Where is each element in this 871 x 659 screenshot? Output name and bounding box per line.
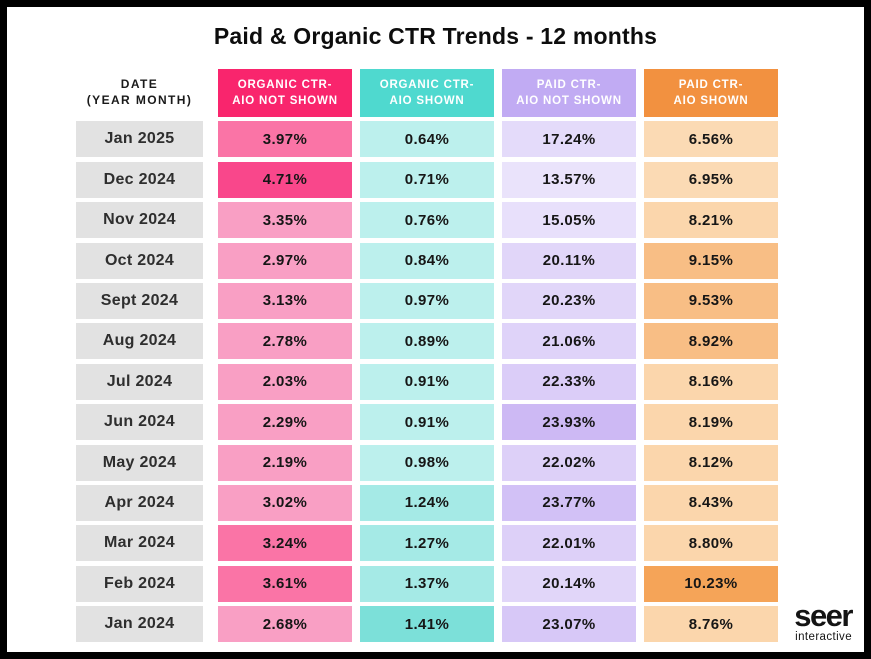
value-cell-organic-ctr-aio-shown: 0.76% [360, 202, 494, 239]
value-cell-paid-ctr-aio-shown: 6.95% [644, 161, 778, 198]
value-cell-organic-ctr-aio-shown: 1.37% [360, 565, 494, 602]
value-cell-organic-ctr-aio-not-shown: 3.35% [218, 202, 352, 239]
date-cell: May 2024 [76, 444, 203, 481]
value-cell-paid-ctr-aio-not-shown: 17.24% [502, 121, 636, 158]
date-cell: Nov 2024 [76, 202, 203, 239]
value-cell-organic-ctr-aio-not-shown: 2.03% [218, 363, 352, 400]
column-header-line2: AIO NOT SHOWN [516, 95, 622, 107]
value-cell-organic-ctr-aio-not-shown: 2.19% [218, 444, 352, 481]
value-cell-paid-ctr-aio-shown: 9.53% [644, 282, 778, 319]
value-cell-paid-ctr-aio-shown: 8.92% [644, 323, 778, 360]
value-cell-paid-ctr-aio-shown: 8.16% [644, 363, 778, 400]
value-cell-paid-ctr-aio-shown: 9.15% [644, 242, 778, 279]
value-cell-paid-ctr-aio-not-shown: 22.02% [502, 444, 636, 481]
date-cell: Feb 2024 [76, 565, 203, 602]
date-cell: Oct 2024 [76, 242, 203, 279]
value-cell-paid-ctr-aio-not-shown: 23.07% [502, 606, 636, 643]
value-cell-paid-ctr-aio-not-shown: 22.33% [502, 363, 636, 400]
value-cell-organic-ctr-aio-not-shown: 2.68% [218, 606, 352, 643]
value-cell-paid-ctr-aio-shown: 8.19% [644, 404, 778, 441]
value-cell-organic-ctr-aio-not-shown: 3.97% [218, 121, 352, 158]
value-cell-paid-ctr-aio-not-shown: 23.77% [502, 484, 636, 521]
column-header-organic-ctr-aio-shown: ORGANIC CTR- AIO SHOWN [360, 69, 494, 117]
column-header-line1: PAID CTR- [536, 78, 602, 91]
value-cell-organic-ctr-aio-not-shown: 3.61% [218, 565, 352, 602]
column-header-line1: ORGANIC CTR- [237, 78, 333, 91]
value-cell-organic-ctr-aio-shown: 0.98% [360, 444, 494, 481]
date-cell: Jun 2024 [76, 404, 203, 441]
value-cell-paid-ctr-aio-not-shown: 22.01% [502, 525, 636, 562]
value-cell-organic-ctr-aio-shown: 1.24% [360, 484, 494, 521]
column-header-line1: ORGANIC CTR- [379, 78, 475, 91]
column-header-line2: AIO SHOWN [389, 95, 465, 107]
column-header-paid-ctr-aio-shown: PAID CTR- AIO SHOWN [644, 69, 778, 117]
value-cell-organic-ctr-aio-shown: 1.27% [360, 525, 494, 562]
value-cell-organic-ctr-aio-not-shown: 2.97% [218, 242, 352, 279]
value-cell-paid-ctr-aio-shown: 8.43% [644, 484, 778, 521]
value-cell-organic-ctr-aio-shown: 0.91% [360, 404, 494, 441]
value-cell-paid-ctr-aio-shown: 10.23% [644, 565, 778, 602]
logo-wordmark: seer [794, 597, 853, 633]
date-cell: Jan 2025 [76, 121, 203, 158]
value-cell-organic-ctr-aio-not-shown: 4.71% [218, 161, 352, 198]
date-cell: Mar 2024 [76, 525, 203, 562]
value-cell-organic-ctr-aio-not-shown: 3.02% [218, 484, 352, 521]
logo-subtext: interactive [795, 631, 852, 643]
value-cell-organic-ctr-aio-not-shown: 3.13% [218, 282, 352, 319]
date-header-line1: DATE [120, 77, 159, 92]
value-cell-organic-ctr-aio-not-shown: 2.29% [218, 404, 352, 441]
page-title: Paid & Organic CTR Trends - 12 months [213, 23, 658, 49]
date-column-header: DATE (YEAR MONTH) [76, 69, 203, 117]
value-cell-organic-ctr-aio-shown: 0.64% [360, 121, 494, 158]
value-cell-paid-ctr-aio-not-shown: 20.23% [502, 282, 636, 319]
value-cell-organic-ctr-aio-shown: 0.71% [360, 161, 494, 198]
value-cell-paid-ctr-aio-not-shown: 13.57% [502, 161, 636, 198]
ctr-table-grid: DATE (YEAR MONTH) ORGANIC CTR- AIO NOT SHOW… [76, 69, 778, 643]
value-cell-paid-ctr-aio-not-shown: 15.05% [502, 202, 636, 239]
value-cell-paid-ctr-aio-shown: 8.12% [644, 444, 778, 481]
value-cell-organic-ctr-aio-not-shown: 3.24% [218, 525, 352, 562]
date-cell: Jan 2024 [76, 606, 203, 643]
value-cell-paid-ctr-aio-not-shown: 20.14% [502, 565, 636, 602]
seer-logo: seer interactive [794, 597, 853, 643]
date-header-line2: (YEAR MONTH) [86, 93, 193, 107]
value-cell-paid-ctr-aio-shown: 8.21% [644, 202, 778, 239]
value-cell-organic-ctr-aio-shown: 0.91% [360, 363, 494, 400]
date-cell: Aug 2024 [76, 323, 203, 360]
date-cell: Sept 2024 [76, 282, 203, 319]
value-cell-paid-ctr-aio-shown: 8.76% [644, 606, 778, 643]
value-cell-paid-ctr-aio-not-shown: 21.06% [502, 323, 636, 360]
column-header-line2: AIO NOT SHOWN [232, 95, 338, 107]
date-cell: Jul 2024 [76, 363, 203, 400]
date-cell: Dec 2024 [76, 161, 203, 198]
value-cell-paid-ctr-aio-not-shown: 20.11% [502, 242, 636, 279]
value-cell-organic-ctr-aio-shown: 0.84% [360, 242, 494, 279]
date-cell: Apr 2024 [76, 484, 203, 521]
column-header-organic-ctr-aio-not-shown: ORGANIC CTR- AIO NOT SHOWN [218, 69, 352, 117]
column-header-paid-ctr-aio-not-shown: PAID CTR- AIO NOT SHOWN [502, 69, 636, 117]
value-cell-organic-ctr-aio-not-shown: 2.78% [218, 323, 352, 360]
value-cell-paid-ctr-aio-not-shown: 23.93% [502, 404, 636, 441]
column-header-line1: PAID CTR- [678, 78, 744, 91]
column-header-line2: AIO SHOWN [673, 95, 749, 107]
value-cell-organic-ctr-aio-shown: 1.41% [360, 606, 494, 643]
value-cell-paid-ctr-aio-shown: 6.56% [644, 121, 778, 158]
value-cell-paid-ctr-aio-shown: 8.80% [644, 525, 778, 562]
value-cell-organic-ctr-aio-shown: 0.89% [360, 323, 494, 360]
value-cell-organic-ctr-aio-shown: 0.97% [360, 282, 494, 319]
